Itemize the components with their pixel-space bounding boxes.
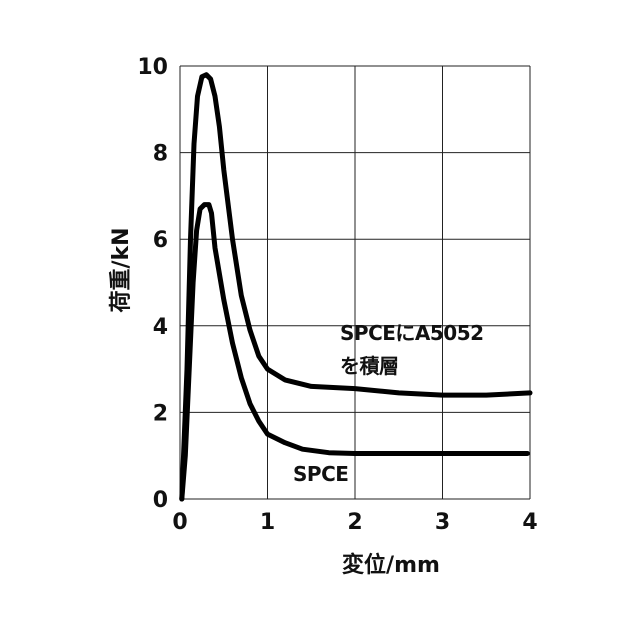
y-tick-label-4: 8 xyxy=(153,142,168,167)
series-line-spce-a5052 xyxy=(182,75,530,499)
y-tick-label-5: 10 xyxy=(137,55,168,80)
y-tick-label-1: 2 xyxy=(153,401,168,426)
annotation-spce-a5052-line2: を積層 xyxy=(340,354,399,378)
gridlines xyxy=(180,66,530,499)
x-tick-label-0: 0 xyxy=(172,510,187,535)
annotation-spce: SPCE xyxy=(293,462,348,486)
y-tick-label-0: 0 xyxy=(153,488,168,513)
x-tick-label-2: 2 xyxy=(347,510,362,535)
x-tick-label-3: 3 xyxy=(435,510,450,535)
y-tick-label-3: 6 xyxy=(153,228,168,253)
series-lines xyxy=(182,75,530,499)
x-tick-label-4: 4 xyxy=(522,510,537,535)
annotation-spce-a5052-line1: SPCEにA5052 xyxy=(340,321,484,345)
x-axis-label: 変位/mm xyxy=(342,552,440,578)
y-axis-label: 荷重/kN xyxy=(109,227,134,312)
x-tick-label-1: 1 xyxy=(260,510,275,535)
y-tick-label-2: 4 xyxy=(153,315,168,340)
